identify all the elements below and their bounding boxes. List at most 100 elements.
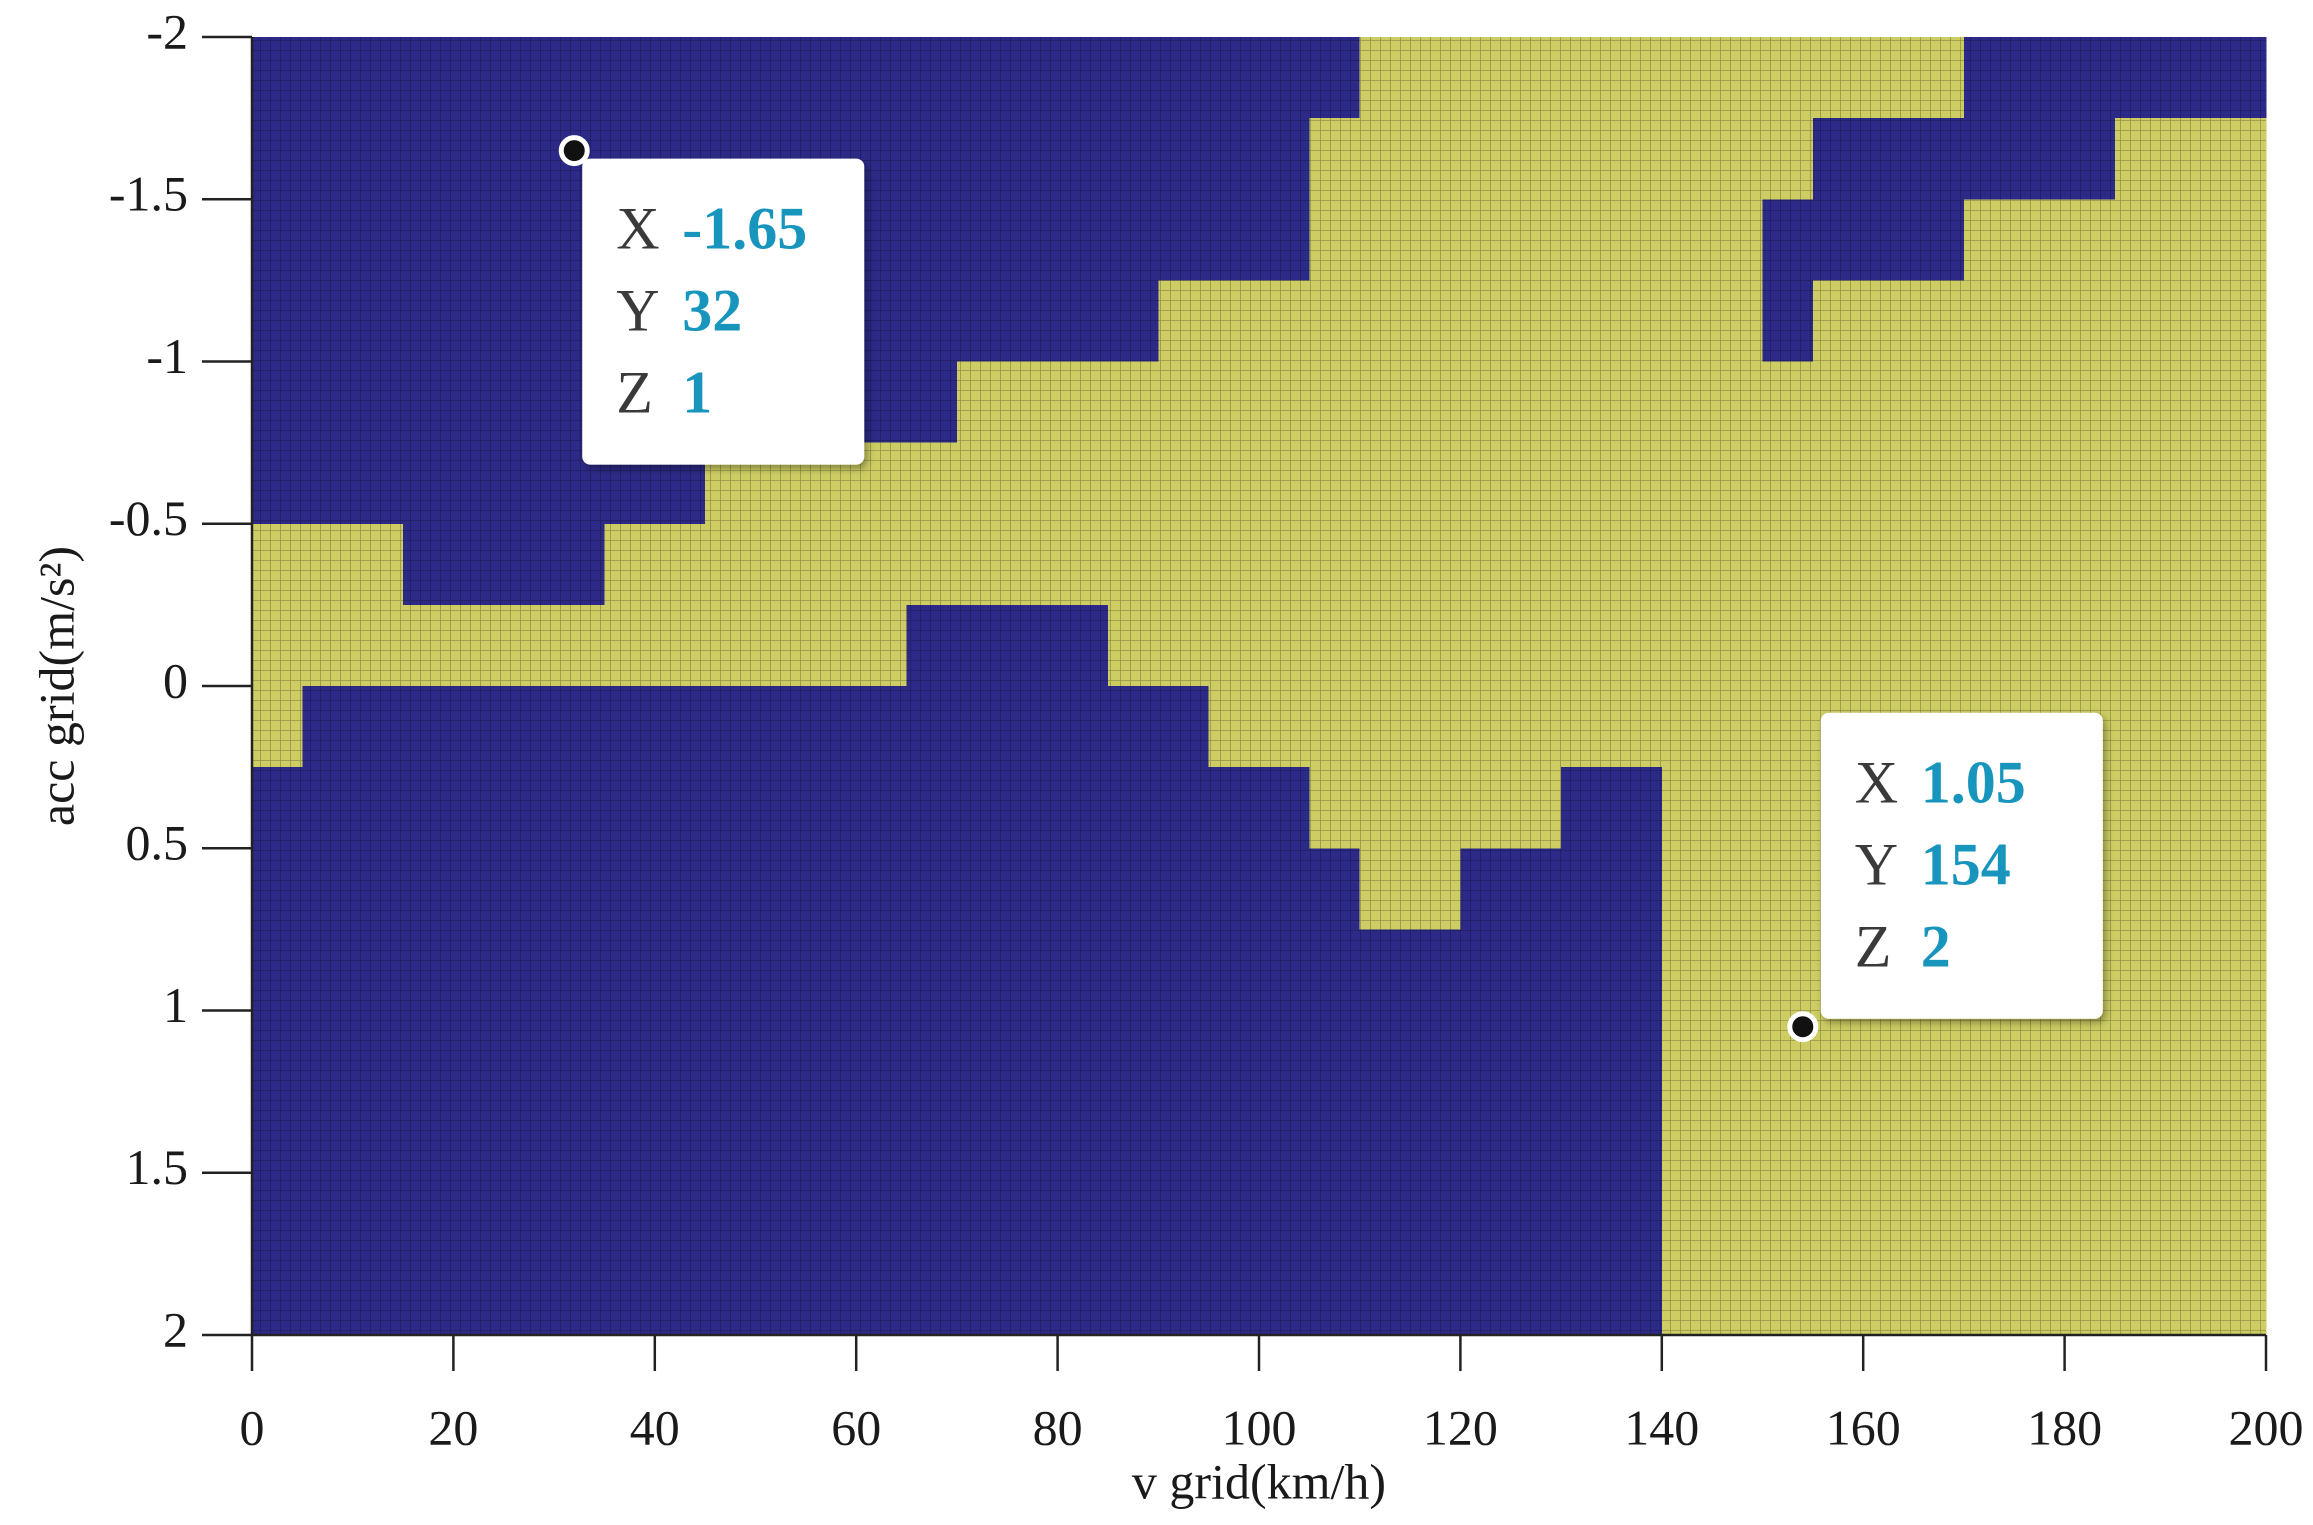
heatmap-cell [1661, 767, 1713, 849]
heatmap-cell [252, 523, 303, 606]
heatmap-cell [1007, 1253, 1059, 1336]
heatmap-cell [705, 604, 757, 687]
x-tick-label: 160 [1826, 1399, 1901, 1455]
heatmap-cell [1259, 929, 1310, 1012]
heatmap-cell [453, 767, 505, 849]
heatmap-cell [1007, 686, 1059, 768]
heatmap-cell [1963, 199, 2015, 281]
heatmap-cell [2114, 604, 2166, 687]
heatmap-cell [1913, 523, 1965, 606]
heatmap-cell [1913, 37, 1965, 119]
heatmap-cell [1158, 442, 1210, 525]
heatmap-cell [1712, 1253, 1764, 1336]
heatmap-cell [604, 604, 656, 687]
heatmap-cell [654, 1091, 706, 1174]
heatmap-cell [1007, 199, 1059, 281]
heatmap-cell [1259, 1172, 1310, 1255]
heatmap-cell [1661, 523, 1713, 606]
heatmap-cell [755, 1091, 807, 1174]
heatmap-cell [453, 1010, 505, 1093]
heatmap-cell [2165, 1172, 2217, 1255]
heatmap-cell [956, 361, 1008, 444]
heatmap-cell [1561, 1172, 1613, 1255]
heatmap-cell [1561, 929, 1613, 1012]
heatmap-cell [453, 280, 505, 363]
x-tick-label: 200 [2229, 1399, 2304, 1455]
y-tick-label: -1 [146, 328, 188, 384]
heatmap-cell [352, 604, 404, 687]
heatmap-cell [1712, 118, 1764, 200]
heatmap-cell [1410, 1010, 1461, 1093]
heatmap-cell [604, 523, 656, 606]
heatmap-cell [1057, 848, 1109, 930]
heatmap-cell [705, 686, 757, 768]
heatmap-cell [1359, 929, 1411, 1012]
heatmap-cell [1661, 1091, 1713, 1174]
heatmap-cell [604, 848, 656, 930]
heatmap-cell [1510, 604, 1562, 687]
heatmap-cell [1107, 37, 1159, 119]
heatmap-cell [1812, 1253, 1864, 1336]
heatmap-cell [1057, 199, 1109, 281]
heatmap-cell [503, 1172, 555, 1255]
heatmap-cell [1712, 523, 1764, 606]
heatmap-cell [2215, 361, 2267, 444]
heatmap-cell [1057, 1091, 1109, 1174]
heatmap-cell [1309, 523, 1361, 606]
heatmap-cell [1510, 442, 1562, 525]
heatmap-cell [1259, 118, 1310, 200]
heatmap-cell [1913, 361, 1965, 444]
heatmap-cell [1762, 686, 1814, 768]
heatmap-cell [805, 523, 857, 606]
heatmap-cell [1510, 848, 1562, 930]
heatmap-cell [2165, 1253, 2217, 1336]
heatmap-cell [1057, 361, 1109, 444]
heatmap-cell [2215, 280, 2267, 363]
heatmap-cell [755, 604, 807, 687]
heatmap-cell [1007, 442, 1059, 525]
heatmap-cell [1561, 118, 1613, 200]
heatmap-cell [1259, 199, 1310, 281]
heatmap-cell [503, 118, 555, 200]
heatmap-cell [956, 523, 1008, 606]
heatmap-cell [1561, 199, 1613, 281]
heatmap-cell [503, 37, 555, 119]
heatmap-cell [302, 767, 354, 849]
heatmap-cell [1410, 767, 1461, 849]
heatmap-cell [503, 686, 555, 768]
heatmap-cell [1963, 118, 2015, 200]
heatmap-cell [1913, 1172, 1965, 1255]
y-tick-label: 0.5 [126, 815, 189, 871]
heatmap-cell [1611, 118, 1663, 200]
heatmap-cell [2114, 767, 2166, 849]
heatmap-cell [2165, 848, 2217, 930]
heatmap-cell [1611, 1172, 1663, 1255]
heatmap-cell [1309, 1010, 1361, 1093]
x-tick-label: 180 [2027, 1399, 2102, 1455]
heatmap-cell [1410, 929, 1461, 1012]
heatmap-cell [906, 37, 958, 119]
heatmap-cell [654, 929, 706, 1012]
heatmap-cell [906, 361, 958, 444]
heatmap-cell [2064, 361, 2116, 444]
heatmap-cell [2165, 118, 2217, 200]
heatmap-cell [1057, 929, 1109, 1012]
heatmap-cell [1611, 1253, 1663, 1336]
heatmap-cell [403, 280, 454, 363]
heatmap-cell [2114, 1091, 2166, 1174]
heatmap-cell [1762, 1172, 1814, 1255]
heatmap-cell [1107, 929, 1159, 1012]
heatmap-cell [1661, 37, 1713, 119]
heatmap-cell [1359, 767, 1411, 849]
heatmap-cell [252, 1253, 303, 1336]
heatmap-cell [1057, 1253, 1109, 1336]
datatip-value: -1.65 [682, 195, 807, 261]
heatmap-cell [906, 767, 958, 849]
heatmap-cell [1460, 1091, 1512, 1174]
heatmap-cell [503, 361, 555, 444]
heatmap-cell [1309, 199, 1361, 281]
heatmap-cell [2215, 523, 2267, 606]
heatmap-cell [1510, 1253, 1562, 1336]
